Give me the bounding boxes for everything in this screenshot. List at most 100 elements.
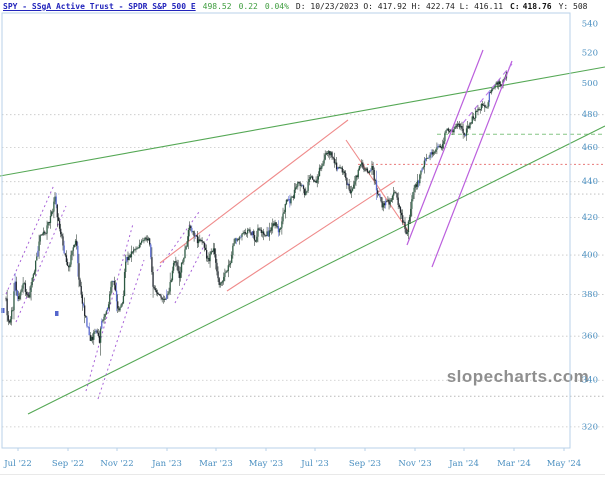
candle: [327, 151, 330, 154]
candle: [275, 222, 277, 227]
candle: [22, 283, 24, 289]
candle: [253, 235, 256, 241]
candle: [166, 294, 168, 300]
candle: [297, 182, 299, 187]
candle: [210, 251, 212, 255]
candle: [414, 184, 416, 188]
candle: [247, 229, 249, 234]
candle: [305, 191, 307, 195]
candle: [300, 185, 302, 187]
candle: [280, 227, 282, 229]
candle: [354, 181, 356, 185]
candle: [372, 165, 374, 171]
watermark: slopecharts.com: [447, 367, 590, 386]
candle: [62, 236, 64, 246]
candle: [158, 293, 160, 295]
candle: [45, 232, 47, 234]
candle: [58, 220, 61, 229]
candle: [60, 228, 62, 235]
candle: [330, 152, 332, 156]
candle: [172, 262, 175, 271]
candle: [251, 231, 253, 236]
candle: [162, 298, 164, 300]
candle: [224, 272, 226, 278]
candle: [381, 201, 383, 208]
ticker-title-link[interactable]: SPY - SSgA Active Trust - SPDR S&P 500 E: [3, 2, 196, 11]
candle: [105, 311, 107, 315]
candle: [38, 241, 40, 251]
candle: [448, 131, 451, 132]
candle: [182, 261, 184, 263]
violet-dotted-channel: [97, 259, 145, 400]
blue-marker: [1, 308, 5, 313]
candle: [471, 116, 473, 124]
candle: [122, 295, 125, 304]
candle: [391, 195, 394, 200]
candle: [77, 245, 79, 264]
candle: [384, 201, 387, 206]
y-axis-label: 480: [582, 110, 598, 120]
y-axis-label: 360: [582, 332, 598, 342]
candle: [416, 180, 419, 187]
candle: [461, 126, 463, 129]
candle: [90, 336, 93, 341]
y-axis-label: 420: [582, 213, 598, 223]
candle: [179, 272, 182, 278]
candle: [452, 130, 454, 133]
candle: [380, 196, 382, 202]
candle: [241, 234, 243, 237]
candle: [258, 228, 260, 230]
candle: [147, 238, 150, 241]
candle: [490, 89, 493, 93]
candle: [235, 238, 237, 241]
candle: [375, 180, 378, 191]
candle: [82, 303, 85, 306]
candle: [489, 91, 492, 93]
candle: [346, 177, 348, 185]
candle: [88, 326, 90, 336]
candle: [68, 265, 70, 268]
candle: [237, 239, 240, 241]
candle: [363, 167, 365, 170]
candle: [227, 265, 229, 271]
candle: [419, 174, 421, 184]
candle: [324, 154, 326, 160]
x-axis-label: Jul '22: [3, 459, 31, 469]
candle: [480, 103, 483, 110]
candle: [54, 196, 56, 202]
candle: [371, 165, 373, 170]
candle: [113, 280, 115, 286]
candle: [240, 236, 242, 238]
candle: [406, 231, 408, 234]
candle: [314, 181, 316, 182]
candle: [23, 283, 25, 285]
candle: [281, 221, 283, 228]
candle: [383, 203, 386, 206]
candle: [376, 190, 379, 195]
candle: [397, 197, 399, 205]
candle: [264, 234, 266, 236]
candle: [388, 199, 390, 205]
candle: [205, 250, 208, 259]
candle: [423, 160, 426, 168]
candle: [356, 175, 358, 178]
candle: [25, 291, 28, 295]
candle: [387, 199, 389, 202]
candle: [215, 254, 217, 263]
candle: [257, 228, 259, 237]
violet-dashed-line: [462, 63, 513, 124]
candle: [61, 234, 63, 237]
candle: [87, 326, 89, 328]
candle: [196, 235, 199, 244]
candle: [86, 317, 88, 327]
candle: [335, 162, 338, 170]
candle: [143, 240, 145, 241]
candle: [299, 182, 301, 186]
candle: [125, 261, 127, 272]
candle: [64, 253, 66, 256]
candle: [213, 248, 216, 255]
candle: [186, 241, 188, 247]
candle: [127, 256, 129, 261]
candle: [48, 222, 50, 224]
